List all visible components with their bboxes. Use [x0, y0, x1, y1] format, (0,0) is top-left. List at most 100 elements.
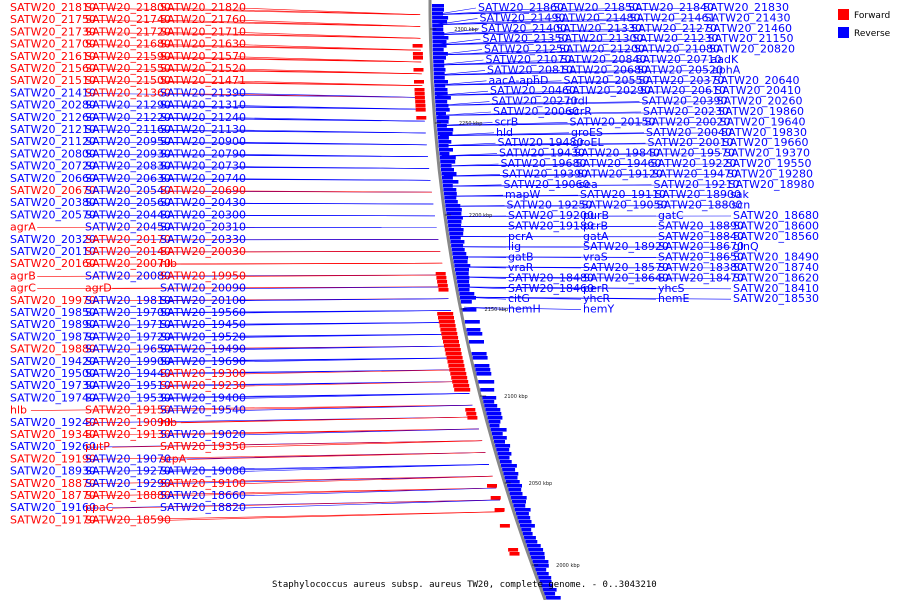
feature-label: putP — [85, 440, 110, 453]
forward-feature-block — [454, 388, 471, 392]
feature-label: SATW20_18670 — [658, 240, 744, 253]
feature-label: SATW20_21610 — [10, 50, 96, 63]
leader-line — [237, 251, 441, 253]
forward-feature-block — [415, 100, 426, 104]
feature-label: SATW20_21830 — [703, 1, 789, 14]
feature-label: SATW20_21210 — [10, 123, 96, 136]
reverse-feature-block — [451, 244, 464, 248]
tick-label: 2300 kbp — [454, 27, 478, 33]
reverse-feature-block — [500, 464, 517, 468]
forward-feature-block — [441, 332, 458, 336]
reverse-feature-block — [438, 144, 449, 148]
reverse-feature-block — [485, 408, 501, 412]
forward-feature-block — [450, 372, 467, 376]
reverse-feature-block — [536, 572, 549, 576]
feature-label: hemE — [658, 292, 689, 305]
reverse-feature-block — [460, 296, 476, 300]
reverse-feature-block — [535, 568, 547, 572]
feature-label: SATW20_19680 — [501, 157, 587, 170]
feature-label: SATW20_20380 — [10, 196, 96, 209]
reverse-feature-block — [457, 280, 470, 284]
reverse-feature-block — [494, 440, 505, 444]
feature-label: SATW20_19740 — [10, 391, 96, 404]
feature-label: yhcR — [583, 292, 611, 305]
reverse-feature-block — [434, 92, 448, 96]
feature-label: SATW20_19240 — [10, 416, 96, 429]
feature-label: SATW20_21080 — [634, 43, 720, 56]
leader-line — [453, 246, 732, 248]
leader-line — [237, 464, 490, 472]
reverse-feature-block — [447, 220, 462, 224]
feature-label: SATW20_19220 — [651, 157, 737, 170]
feature-label: SATW20_20550 — [564, 74, 650, 87]
feature-label: SATW20_20950 — [85, 135, 171, 148]
feature-label: nrdI — [567, 95, 589, 108]
feature-label: gatC — [658, 209, 684, 222]
leader-line — [435, 70, 561, 76]
feature-label: SATW20_20320 — [10, 233, 96, 246]
feature-label: SATW20_21700 — [10, 38, 96, 51]
feature-label: SATW20_21550 — [85, 62, 171, 75]
forward-feature-block — [416, 116, 427, 120]
reverse-feature-block — [433, 60, 445, 64]
reverse-feature-block — [436, 112, 446, 116]
leader-line — [440, 142, 721, 147]
feature-label: SATW20_19870 — [10, 330, 96, 343]
feature-label: SATW20_19640 — [720, 115, 806, 128]
feature-label: SATW20_21820 — [160, 1, 246, 14]
feature-label: SATW20_21150 — [708, 32, 794, 45]
feature-label: SATW20_21471 — [160, 74, 246, 87]
leader-line — [237, 68, 422, 75]
leader-line — [447, 205, 730, 207]
feature-label: SATW20_19530 — [85, 391, 171, 404]
feature-label: groES — [571, 126, 603, 139]
leader-line — [237, 44, 421, 51]
feature-label: SATW20_19470 — [652, 167, 738, 180]
reverse-feature-block — [432, 4, 444, 8]
feature-label: SATW20_21300 — [558, 32, 644, 45]
leader-line — [237, 475, 493, 485]
reverse-feature-block — [437, 136, 449, 140]
feature-label: SATW20_19230 — [160, 379, 246, 392]
feature-label: SATW20_20820 — [709, 43, 795, 56]
feature-label: SATW20_19430 — [499, 147, 585, 160]
feature-label: SATW20_19860 — [718, 105, 804, 118]
leader-line — [237, 166, 430, 169]
feature-label: SATW20_20560 — [85, 196, 171, 209]
feature-label: SATW20_18590 — [85, 513, 171, 526]
feature-label: SATW20_20660 — [10, 172, 96, 185]
feature-label: SATW20_20280 — [10, 99, 96, 112]
feature-label: SATW20_19160 — [10, 501, 96, 514]
reverse-feature-block — [517, 516, 531, 520]
reverse-feature-block — [525, 540, 538, 544]
reverse-feature-block — [460, 300, 472, 304]
feature-label: SATW20_21130 — [160, 123, 246, 136]
feature-label: SATW20_20290 — [565, 84, 651, 97]
feature-label: SATW20_19500 — [10, 367, 96, 380]
feature-label: SATW20_20680 — [562, 63, 648, 76]
feature-label: SATW20_20830 — [85, 160, 171, 173]
reverse-feature-block — [467, 332, 483, 336]
reverse-feature-block — [452, 252, 467, 256]
feature-label: SATW20_20370 — [639, 74, 725, 87]
forward-feature-block — [413, 68, 424, 72]
feature-label: SATW20_21220 — [85, 111, 171, 124]
forward-feature-block — [465, 408, 476, 412]
reverse-feature-block — [474, 364, 490, 368]
reverse-feature-block — [432, 28, 444, 32]
leader-line — [237, 93, 424, 98]
leader-line — [434, 28, 555, 36]
forward-feature-block — [438, 320, 455, 324]
feature-label: agrC — [10, 282, 36, 295]
feature-label: SATW20_20110 — [10, 245, 96, 258]
feature-label: hlb — [10, 404, 27, 417]
feature-label: SATW20_21570 — [160, 50, 246, 63]
feature-label: aphA — [712, 63, 741, 76]
reverse-feature-block — [507, 484, 522, 488]
feature-label: hemY — [583, 303, 614, 316]
leader-line — [162, 56, 422, 63]
feature-label: hemH — [508, 303, 541, 316]
leader-line — [462, 296, 732, 300]
feature-label: SATW20_19120 — [577, 167, 663, 180]
